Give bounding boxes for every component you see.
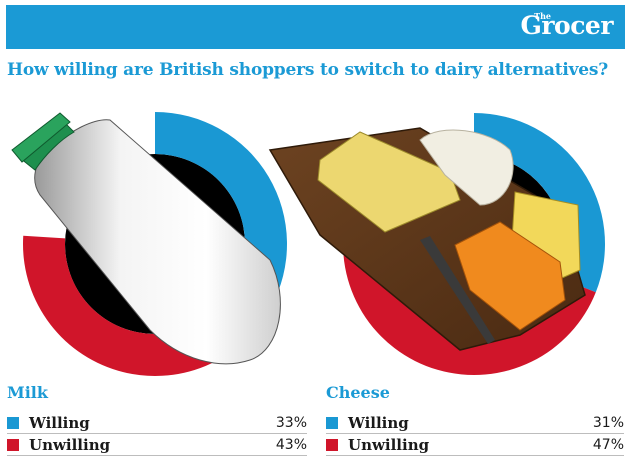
legend-label: Willing: [29, 414, 90, 432]
unwilling-swatch: [326, 439, 338, 451]
milk-title: Milk: [7, 383, 48, 402]
legend-label: Unwilling: [29, 436, 111, 454]
cheese-legend-unwilling: Unwilling 47%: [326, 435, 624, 456]
milk-legend-unwilling: Unwilling 43%: [7, 435, 307, 456]
header-bar: The Grocer: [6, 5, 625, 49]
willing-swatch: [7, 417, 19, 429]
grocer-logo: Grocer: [520, 11, 614, 40]
data-label: 33%: [275, 415, 307, 431]
data-label: 47%: [592, 437, 624, 453]
milk-legend-willing: Willing 33%: [7, 413, 307, 434]
cheese-board-illustration: [268, 127, 586, 351]
data-label: 31%: [592, 415, 624, 431]
data-label: 43%: [275, 437, 307, 453]
unwilling-segment: [343, 219, 596, 375]
logo-prefix: The: [534, 11, 551, 21]
milk-bottle-illustration: [11, 112, 281, 365]
cheese-title: Cheese: [326, 383, 390, 402]
willing-swatch: [326, 417, 338, 429]
cheese-legend-willing: Willing 31%: [326, 413, 624, 434]
legend-label: Willing: [348, 414, 409, 432]
chart-headline: How willing are British shoppers to swit…: [7, 60, 609, 80]
legend-label: Unwilling: [348, 436, 430, 454]
unwilling-swatch: [7, 439, 19, 451]
